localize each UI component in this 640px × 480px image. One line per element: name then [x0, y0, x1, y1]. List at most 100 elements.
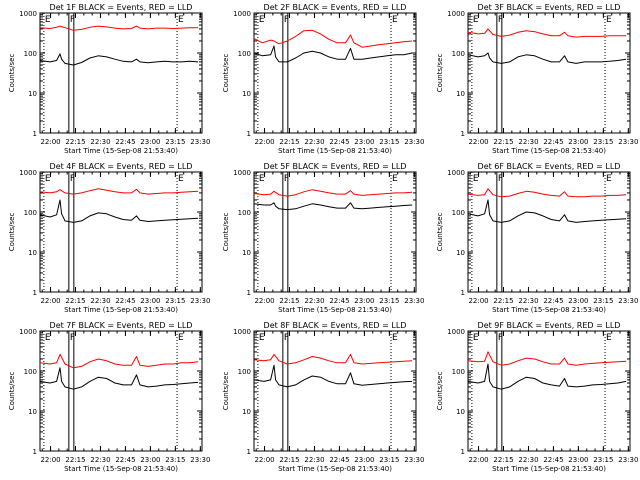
x-tick-label: 23:15: [593, 138, 613, 146]
x-tick-label: 23:15: [593, 456, 613, 464]
plot-panel-2: Det 2F BLACK = Events, RED = LLD 1 10 100 10…: [222, 3, 424, 155]
x-tick-label: 23:30: [618, 138, 638, 146]
plot-frame: [253, 171, 417, 293]
y-axis-label: Counts/sec: [222, 213, 230, 252]
x-tick-label: 23:30: [404, 138, 424, 146]
event-rate-line: [253, 364, 413, 388]
x-tick-label: 22:00: [468, 138, 488, 146]
plot-frame: [253, 12, 417, 134]
x-tick-label: 22:45: [329, 297, 349, 305]
event-rate-line: [39, 199, 199, 223]
plot-frame: [467, 12, 631, 134]
lld-rate-line: [467, 188, 627, 198]
y-tick-label: 100: [238, 209, 251, 217]
x-axis-label: Start Time (15-Sep-08 21:53:40): [64, 465, 178, 473]
x-tick-label: 23:15: [379, 138, 399, 146]
plot-frame: [39, 12, 203, 134]
event-rate-line: [467, 363, 627, 390]
x-tick-label: 23:00: [568, 456, 588, 464]
panel-title: Det 2F BLACK = Events, RED = LLD: [264, 3, 407, 12]
x-tick-label: 22:15: [279, 138, 299, 146]
event-rate-line: [39, 53, 199, 66]
lld-rate-line: [253, 29, 413, 48]
x-tick-label: 22:45: [115, 456, 135, 464]
plot-frame: [39, 171, 203, 293]
y-tick-label: 100: [452, 209, 465, 217]
y-tick-label: 1000: [447, 169, 465, 177]
x-tick-label: 22:15: [279, 456, 299, 464]
panel-title: Det 3F BLACK = Events, RED = LLD: [478, 3, 621, 12]
x-tick-label: 22:30: [518, 456, 538, 464]
time-marker-label: E: [606, 333, 612, 343]
x-tick-label: 23:15: [379, 456, 399, 464]
time-marker-label: E: [259, 174, 265, 184]
x-tick-label: 23:00: [140, 138, 160, 146]
event-rate-line: [253, 202, 413, 211]
plot-frame: [467, 330, 631, 452]
panel-title: Det 4F BLACK = Events, RED = LLD: [50, 162, 193, 171]
time-marker-label: F: [70, 15, 75, 25]
x-tick-label: 22:30: [304, 138, 324, 146]
x-axis-label: Start Time (15-Sep-08 21:53:40): [64, 147, 178, 155]
y-tick-label: 1: [33, 130, 37, 138]
x-tick-label: 23:30: [404, 456, 424, 464]
time-marker-label: E: [178, 174, 184, 184]
y-tick-label: 10: [242, 408, 251, 416]
x-tick-label: 22:45: [543, 297, 563, 305]
time-marker-label: F: [70, 174, 75, 184]
y-axis-label: Counts/sec: [8, 213, 16, 252]
x-tick-label: 23:00: [354, 138, 374, 146]
y-tick-label: 10: [242, 90, 251, 98]
y-tick-label: 100: [24, 50, 37, 58]
x-tick-label: 23:00: [354, 456, 374, 464]
time-marker-label: E: [178, 333, 184, 343]
plot-panel-5: Det 5F BLACK = Events, RED = LLD 1 10 100 10…: [222, 162, 424, 314]
x-tick-label: 22:30: [304, 456, 324, 464]
lld-rate-line: [39, 188, 199, 195]
y-tick-label: 1: [461, 130, 465, 138]
x-tick-label: 23:30: [618, 456, 638, 464]
time-marker-label: E: [473, 333, 479, 343]
x-tick-label: 22:00: [40, 138, 60, 146]
y-tick-label: 1000: [19, 328, 37, 336]
plot-panel-6: Det 6F BLACK = Events, RED = LLD 1 10 100 10…: [436, 162, 638, 314]
x-axis-label: Start Time (15-Sep-08 21:53:40): [278, 147, 392, 155]
plot-panel-7: Det 7F BLACK = Events, RED = LLD 1 10 100 10…: [8, 321, 210, 473]
plot-panel-8: Det 8F BLACK = Events, RED = LLD 1 10 100 10…: [222, 321, 424, 473]
y-tick-label: 10: [456, 90, 465, 98]
x-tick-label: 22:15: [493, 138, 513, 146]
plot-panel-3: Det 3F BLACK = Events, RED = LLD 1 10 100 10…: [436, 3, 638, 155]
x-tick-label: 23:30: [404, 297, 424, 305]
x-tick-label: 23:30: [190, 297, 210, 305]
x-tick-label: 22:00: [254, 138, 274, 146]
lld-rate-line: [467, 28, 627, 38]
x-tick-label: 22:30: [90, 456, 110, 464]
x-tick-label: 22:00: [254, 297, 274, 305]
lld-rate-line: [39, 353, 199, 369]
y-tick-label: 100: [24, 209, 37, 217]
y-tick-label: 100: [238, 368, 251, 376]
time-marker-label: F: [498, 174, 503, 184]
panel-title: Det 9F BLACK = Events, RED = LLD: [478, 321, 621, 330]
y-tick-label: 1000: [447, 10, 465, 18]
x-axis-label: Start Time (15-Sep-08 21:53:40): [278, 465, 392, 473]
plot-panel-4: Det 4F BLACK = Events, RED = LLD 1 10 100 10…: [8, 162, 210, 314]
event-rate-line: [467, 52, 627, 64]
time-marker-label: E: [606, 15, 612, 25]
x-tick-label: 22:30: [90, 297, 110, 305]
x-axis-label: Start Time (15-Sep-08 21:53:40): [492, 306, 606, 314]
x-tick-label: 22:45: [543, 138, 563, 146]
time-marker-label: E: [606, 174, 612, 184]
y-tick-label: 1: [247, 448, 251, 456]
y-tick-label: 1: [247, 289, 251, 297]
y-tick-label: 10: [28, 408, 37, 416]
lld-rate-line: [253, 189, 413, 197]
x-axis-label: Start Time (15-Sep-08 21:53:40): [64, 306, 178, 314]
x-tick-label: 22:45: [115, 138, 135, 146]
y-tick-label: 1000: [233, 328, 251, 336]
y-axis-label: Counts/sec: [222, 372, 230, 411]
x-tick-label: 22:45: [115, 297, 135, 305]
time-marker-label: E: [45, 15, 51, 25]
y-axis-label: Counts/sec: [436, 372, 444, 411]
